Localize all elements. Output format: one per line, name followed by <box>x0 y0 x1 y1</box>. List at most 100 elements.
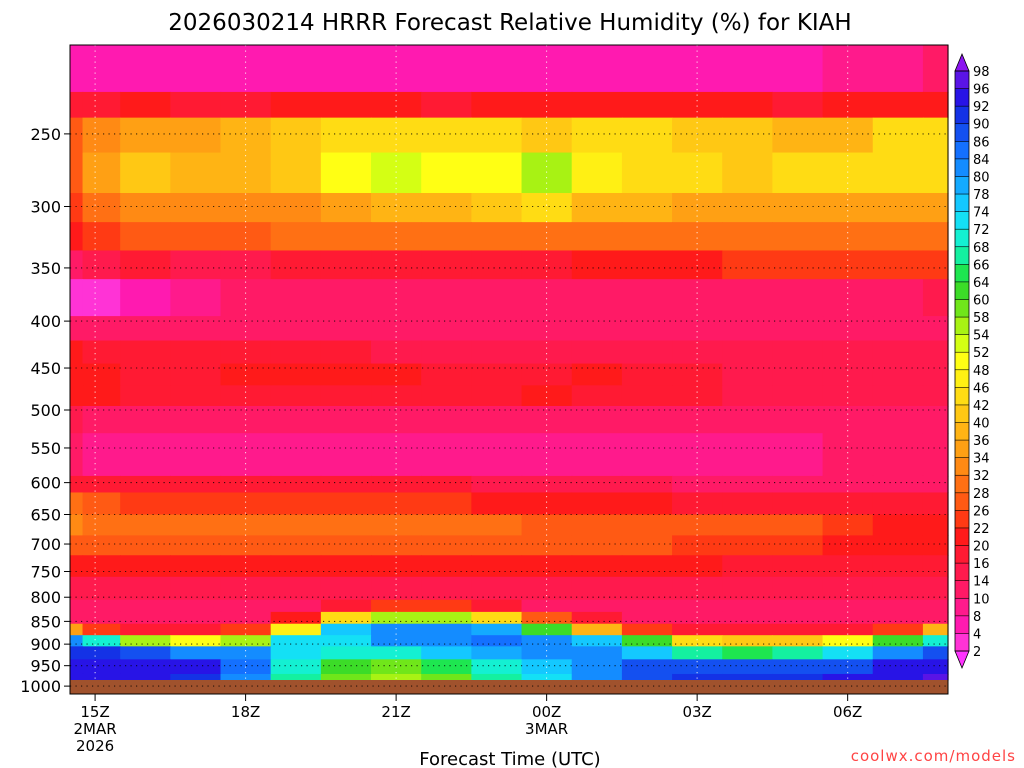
rh-cell <box>120 316 171 342</box>
rh-cell <box>82 514 121 536</box>
y-tick-label: 850 <box>30 612 61 631</box>
rh-cell <box>120 623 171 636</box>
rh-cell <box>922 316 949 342</box>
rh-cell <box>722 514 773 536</box>
y-tick-label: 400 <box>30 312 61 331</box>
rh-cell <box>371 433 422 477</box>
rh-cell <box>220 340 272 365</box>
rh-cell <box>672 514 723 536</box>
rh-cell <box>421 475 472 494</box>
rh-cell <box>320 635 372 647</box>
rh-cell <box>872 646 924 660</box>
rh-cell <box>672 475 723 494</box>
rh-cell <box>922 385 949 407</box>
rh-cell <box>922 279 949 317</box>
rh-cell <box>571 45 623 93</box>
rh-cell <box>82 45 121 93</box>
rh-cell <box>922 555 949 578</box>
rh-cell <box>82 250 121 280</box>
rh-cell <box>120 555 171 578</box>
colorbar-legend: 2481014162022262832343640424648525458606… <box>954 52 990 670</box>
rh-cell <box>621 385 673 407</box>
rh-cell <box>270 623 322 636</box>
rh-cell <box>120 611 171 625</box>
rh-cell <box>220 91 272 119</box>
colorbar-segment <box>955 281 969 300</box>
rh-cell <box>722 222 773 252</box>
rh-cell <box>922 475 949 494</box>
x-tick-label: 21Z <box>381 703 410 721</box>
rh-cell <box>270 340 322 365</box>
rh-cell <box>722 576 773 601</box>
rh-cell <box>421 340 472 365</box>
rh-cell <box>70 623 84 636</box>
rh-cell <box>82 406 121 434</box>
rh-cell <box>722 492 773 516</box>
rh-cell <box>722 646 773 660</box>
rh-cell <box>170 45 222 93</box>
rh-cell <box>70 279 84 317</box>
rh-cell <box>872 45 924 93</box>
colorbar-segment <box>955 211 969 230</box>
rh-cell <box>521 492 573 516</box>
rh-cell <box>270 152 322 194</box>
rh-cell <box>70 91 84 119</box>
rh-cell <box>320 193 372 223</box>
rh-cell <box>421 535 472 556</box>
rh-cell <box>521 45 573 93</box>
rh-cell <box>621 673 673 681</box>
rh-cell <box>822 492 874 516</box>
rh-cell <box>170 152 222 194</box>
colorbar-label: 14 <box>973 575 990 590</box>
rh-cell <box>170 406 222 434</box>
rh-cell <box>220 45 272 93</box>
rh-cell <box>82 611 121 625</box>
rh-cell <box>872 611 924 625</box>
rh-cell <box>772 599 824 613</box>
rh-cell <box>82 599 121 613</box>
rh-cell <box>170 555 222 578</box>
rh-cell <box>822 385 874 407</box>
rh-cell <box>621 659 673 675</box>
rh-cell <box>772 623 824 636</box>
rh-cell <box>822 340 874 365</box>
rh-cell <box>220 555 272 578</box>
rh-cell <box>722 250 773 280</box>
rh-cell <box>320 492 372 516</box>
rh-cell <box>822 117 874 154</box>
rh-cell <box>170 193 222 223</box>
colorbar-label: 54 <box>973 329 990 344</box>
rh-cell <box>621 611 673 625</box>
rh-cell <box>120 279 171 317</box>
rh-cell <box>421 279 472 317</box>
rh-cell <box>170 250 222 280</box>
y-tick-label: 750 <box>30 563 61 582</box>
rh-cell <box>521 91 573 119</box>
rh-cell <box>270 599 322 613</box>
rh-cell <box>320 45 372 93</box>
rh-cell <box>421 673 472 681</box>
rh-cell <box>922 514 949 536</box>
rh-cell <box>922 635 949 647</box>
rh-cell <box>471 117 523 154</box>
colorbar-label: 58 <box>973 311 990 326</box>
rh-cell <box>82 91 121 119</box>
rh-cell <box>82 152 121 194</box>
rh-cell <box>270 635 322 647</box>
rh-cell <box>371 492 422 516</box>
rh-cell <box>120 222 171 252</box>
rh-cell <box>120 385 171 407</box>
rh-cell <box>320 475 372 494</box>
grid-lines <box>70 45 948 687</box>
rh-cell <box>270 475 322 494</box>
rh-cell <box>621 433 673 477</box>
rh-cell <box>471 222 523 252</box>
rh-cell <box>220 433 272 477</box>
rh-cell <box>421 492 472 516</box>
colorbar-label: 4 <box>973 627 981 642</box>
rh-cell <box>220 673 272 681</box>
rh-cell <box>371 91 422 119</box>
rh-cell <box>471 535 523 556</box>
rh-cell <box>772 406 824 434</box>
rh-cell <box>320 250 372 280</box>
